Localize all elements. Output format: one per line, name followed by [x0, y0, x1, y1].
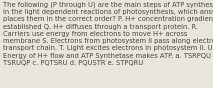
Text: The following (P through U) are the main steps of ATP synthesis
in the light dep: The following (P through U) are the main…	[3, 1, 213, 66]
